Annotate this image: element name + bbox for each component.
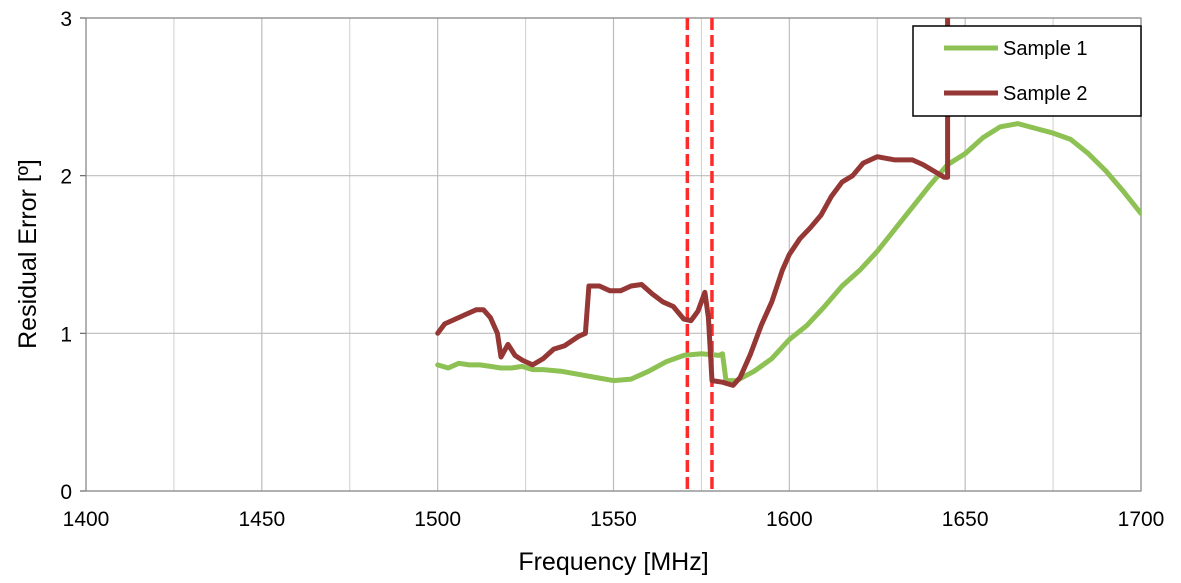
- y-axis-label: Residual Error [º]: [14, 159, 42, 349]
- x-tick-label-1650: 1650: [942, 508, 989, 531]
- y-tick-label-0: 0: [60, 481, 72, 504]
- legend: Sample 1 Sample 2: [912, 25, 1142, 117]
- x-tick-label-1600: 1600: [766, 508, 813, 531]
- y-tick-label-1: 1: [60, 323, 72, 346]
- reference-lines: [685, 18, 714, 491]
- legend-label-sample-1: Sample 1: [1003, 38, 1088, 60]
- x-tick-label-1500: 1500: [414, 508, 461, 531]
- y-tick-labels: 0 1 2 3: [60, 8, 72, 504]
- x-tick-label-1450: 1450: [238, 508, 285, 531]
- y-tick-label-3: 3: [60, 8, 72, 31]
- x-tick-label-1550: 1550: [590, 508, 637, 531]
- series: [435, 18, 1141, 388]
- x-tick-labels: 1400 1450 1500 1550 1600 1650 1700: [63, 508, 1165, 531]
- legend-label-sample-2: Sample 2: [1003, 83, 1088, 105]
- series-line-sample-2: [435, 18, 951, 388]
- plot-area-border: [85, 17, 1142, 492]
- legend-box: [912, 25, 1142, 117]
- y-tick-label-2: 2: [60, 166, 72, 189]
- x-axis-label: Frequency [MHz]: [518, 548, 708, 576]
- x-tick-label-1700: 1700: [1118, 508, 1165, 531]
- x-tick-label-1400: 1400: [63, 508, 110, 531]
